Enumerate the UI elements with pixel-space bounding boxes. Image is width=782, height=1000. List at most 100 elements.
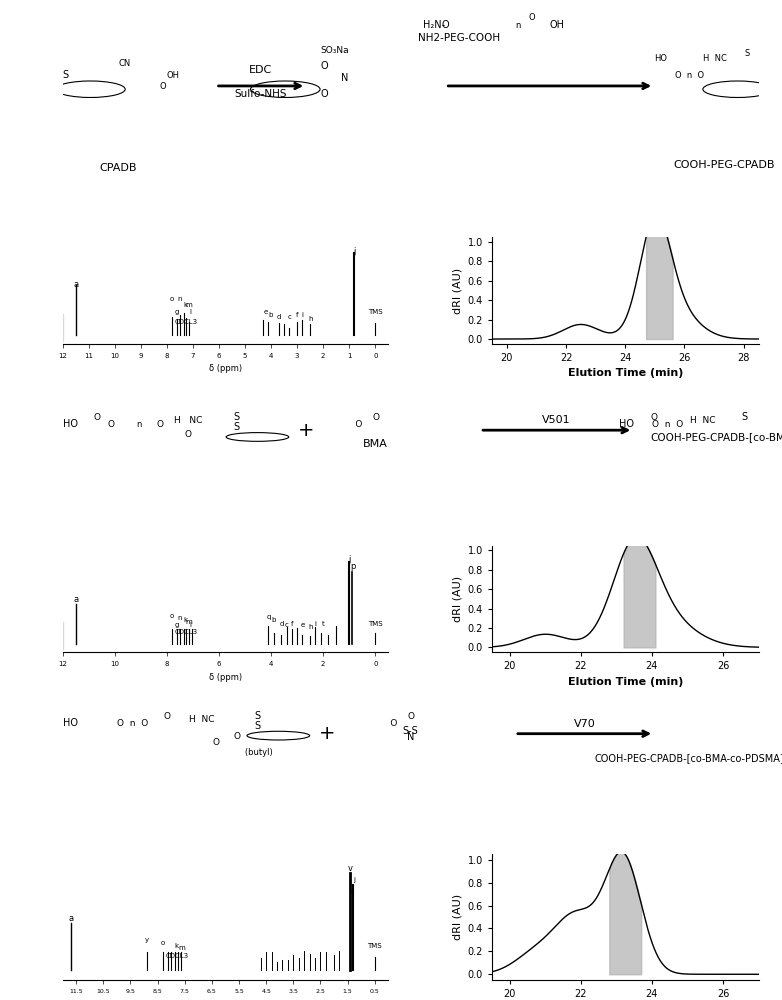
Text: O: O bbox=[651, 413, 658, 422]
Text: n: n bbox=[515, 21, 520, 30]
Text: m: m bbox=[178, 945, 185, 951]
Text: S: S bbox=[63, 70, 69, 80]
Text: l: l bbox=[189, 622, 192, 628]
Text: O: O bbox=[375, 719, 397, 728]
Text: t: t bbox=[322, 621, 325, 627]
Text: m: m bbox=[185, 302, 192, 308]
Text: S: S bbox=[741, 412, 748, 422]
Text: OH: OH bbox=[550, 20, 565, 30]
Text: H   NC: H NC bbox=[174, 416, 202, 425]
Text: N: N bbox=[341, 73, 348, 83]
Text: O: O bbox=[442, 20, 449, 30]
Text: o: o bbox=[170, 613, 174, 619]
Text: COOH-PEG-CPADB-[co-BMA]: COOH-PEG-CPADB-[co-BMA] bbox=[651, 432, 782, 442]
Text: BMA: BMA bbox=[364, 439, 388, 449]
Text: H₂N-: H₂N- bbox=[423, 20, 446, 30]
Text: S: S bbox=[234, 412, 239, 422]
Text: TMS: TMS bbox=[368, 309, 382, 315]
Text: HO: HO bbox=[63, 718, 77, 728]
Text: HO: HO bbox=[619, 419, 634, 429]
Text: f: f bbox=[296, 312, 299, 318]
Text: a: a bbox=[68, 914, 74, 923]
Text: q: q bbox=[266, 614, 271, 620]
Text: S: S bbox=[254, 711, 260, 721]
Text: c: c bbox=[285, 622, 289, 628]
Text: n: n bbox=[136, 420, 142, 429]
Text: n: n bbox=[178, 296, 182, 302]
Y-axis label: dRI (AU): dRI (AU) bbox=[452, 894, 462, 940]
Text: h: h bbox=[308, 316, 312, 322]
Text: e: e bbox=[264, 309, 268, 315]
Bar bbox=[0, 622, 63, 649]
X-axis label: Elution Time (min): Elution Time (min) bbox=[568, 677, 683, 687]
Text: j: j bbox=[353, 247, 356, 256]
Text: O: O bbox=[529, 13, 536, 22]
Text: V70: V70 bbox=[574, 719, 595, 729]
Text: i: i bbox=[301, 312, 303, 318]
Text: +: + bbox=[319, 724, 335, 743]
Text: o: o bbox=[161, 940, 165, 946]
Text: EDC: EDC bbox=[249, 65, 273, 75]
Text: k: k bbox=[183, 617, 187, 623]
Bar bbox=[0, 314, 63, 341]
Text: H  NC: H NC bbox=[690, 416, 716, 425]
Text: HO: HO bbox=[63, 419, 77, 429]
Text: O: O bbox=[163, 712, 170, 721]
Text: CDCL3: CDCL3 bbox=[166, 953, 189, 959]
Bar bbox=[0, 945, 49, 976]
Text: CDCL3: CDCL3 bbox=[174, 319, 198, 325]
Text: O: O bbox=[212, 738, 219, 747]
Text: d: d bbox=[277, 314, 281, 320]
Text: COOH-PEG-CPADB-[co-BMA-co-PDSMA]: COOH-PEG-CPADB-[co-BMA-co-PDSMA] bbox=[594, 753, 782, 763]
Text: TMS: TMS bbox=[368, 621, 382, 627]
Text: OH: OH bbox=[167, 71, 180, 80]
Text: O  n  O: O n O bbox=[675, 71, 704, 80]
X-axis label: Elution Time (min): Elution Time (min) bbox=[568, 368, 683, 378]
Text: O: O bbox=[372, 413, 379, 422]
Text: k: k bbox=[183, 302, 187, 308]
Text: Sulfo-NHS: Sulfo-NHS bbox=[235, 89, 287, 99]
Text: CPADB: CPADB bbox=[99, 163, 137, 173]
Text: d: d bbox=[279, 621, 284, 627]
Text: S: S bbox=[744, 49, 750, 58]
Text: TMS: TMS bbox=[368, 943, 382, 949]
Text: p: p bbox=[350, 888, 354, 894]
Text: k: k bbox=[174, 943, 178, 949]
Text: a: a bbox=[73, 595, 78, 604]
Text: S: S bbox=[234, 422, 239, 432]
Text: b: b bbox=[271, 617, 276, 623]
Text: O: O bbox=[94, 413, 101, 422]
X-axis label: δ (ppm): δ (ppm) bbox=[209, 673, 242, 682]
Text: COOH-PEG-CPADB: COOH-PEG-CPADB bbox=[673, 160, 774, 170]
Text: b: b bbox=[269, 312, 273, 318]
Text: N: N bbox=[407, 732, 414, 742]
Text: NH2-PEG-COOH: NH2-PEG-COOH bbox=[418, 33, 500, 43]
Text: O: O bbox=[108, 420, 115, 429]
Text: n: n bbox=[178, 615, 182, 621]
Text: g: g bbox=[175, 309, 179, 315]
Text: SO₃Na: SO₃Na bbox=[320, 46, 349, 55]
Text: V501: V501 bbox=[543, 415, 571, 425]
Text: p: p bbox=[350, 562, 356, 571]
Text: (butyl): (butyl) bbox=[237, 748, 272, 757]
Text: O: O bbox=[185, 430, 192, 439]
Text: O: O bbox=[156, 420, 163, 429]
Text: H  NC: H NC bbox=[189, 715, 214, 724]
Text: O: O bbox=[160, 82, 167, 91]
Text: g: g bbox=[175, 622, 179, 628]
Text: O: O bbox=[320, 89, 328, 99]
Text: h: h bbox=[308, 624, 312, 630]
Text: O: O bbox=[407, 712, 414, 721]
Text: o: o bbox=[170, 296, 174, 302]
Text: O: O bbox=[233, 732, 240, 741]
Text: S: S bbox=[254, 721, 260, 731]
X-axis label: δ (ppm): δ (ppm) bbox=[209, 364, 242, 373]
Text: S-S: S-S bbox=[403, 726, 418, 736]
Text: O: O bbox=[320, 61, 328, 71]
Text: j: j bbox=[348, 555, 350, 564]
Text: f: f bbox=[291, 621, 293, 627]
Text: m: m bbox=[185, 619, 192, 625]
Text: i: i bbox=[314, 621, 317, 627]
Text: +: + bbox=[298, 421, 314, 440]
Text: j: j bbox=[353, 877, 355, 883]
